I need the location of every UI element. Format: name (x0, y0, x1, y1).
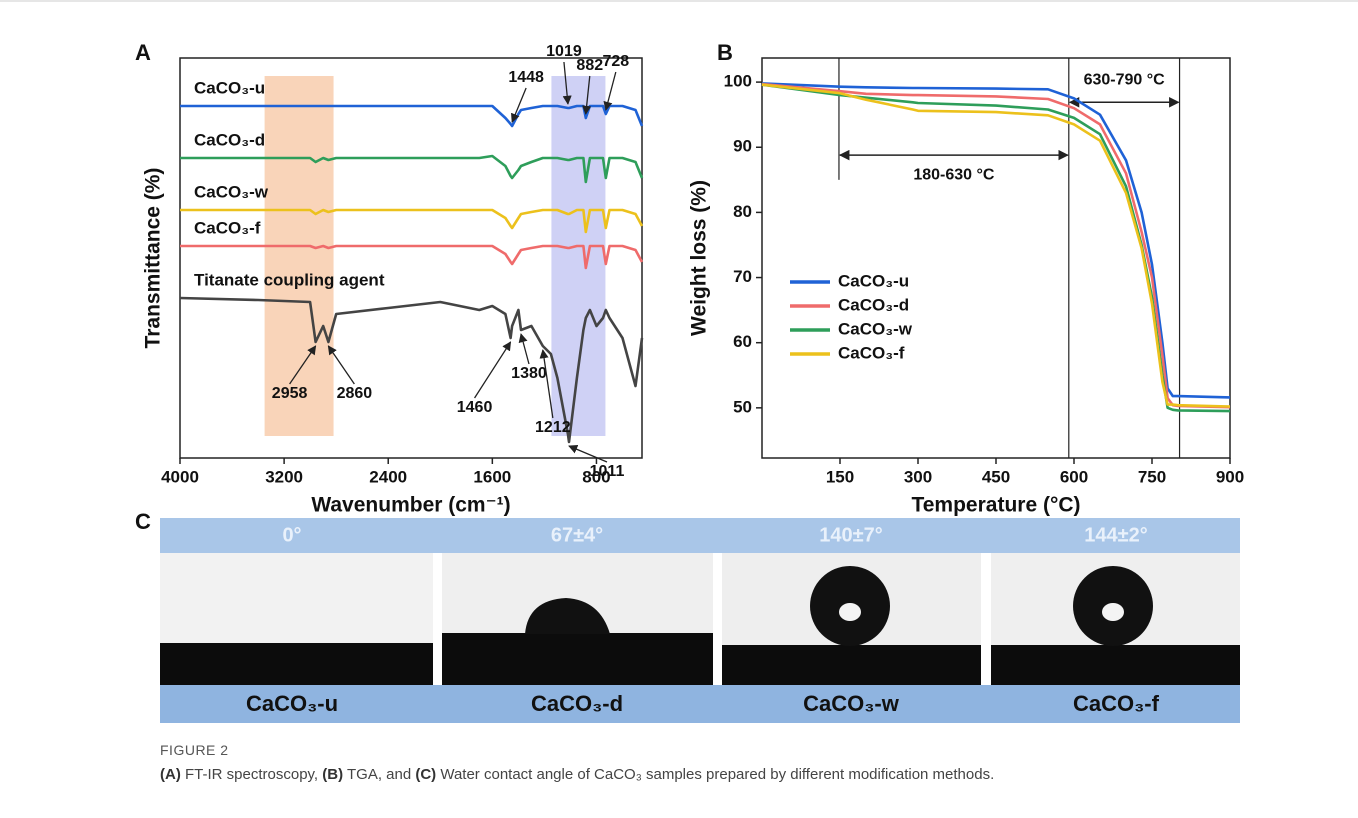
annotation-arrow (474, 341, 512, 399)
annotation-label: 882 (576, 57, 603, 74)
series-label: CaCO₃-d (194, 130, 265, 149)
series-line (179, 296, 644, 444)
caption-bold: (C) (415, 766, 437, 783)
annotation-arrow (327, 345, 355, 385)
y-tick-label: 50 (733, 397, 752, 416)
x-tick-label: 600 (1060, 467, 1088, 486)
x-tick-label: 800 (582, 467, 610, 486)
annotation-arrow (582, 75, 592, 115)
series-label: CaCO₃-f (194, 218, 261, 237)
sample-label: CaCO₃-f (1073, 691, 1160, 716)
series-line (761, 82, 1231, 409)
panel-letter: A (135, 40, 151, 65)
series-line (761, 83, 1231, 413)
annotation-label: 2958 (272, 385, 308, 402)
y-tick-label: 60 (733, 332, 752, 351)
contact-angle: 140±7° (819, 524, 882, 546)
x-tick-label: 4000 (161, 467, 199, 486)
x-tick-label: 150 (826, 467, 854, 486)
range-label: 180-630 °C (913, 166, 995, 183)
y-axis-label: Weight loss (%) (688, 180, 711, 336)
highlight-band (264, 76, 334, 436)
droplet-highlight (1102, 603, 1124, 621)
annotation-arrow (289, 345, 317, 385)
legend-label: CaCO₃-d (838, 295, 909, 314)
caption-part: TGA, and (343, 766, 416, 783)
series-line (761, 83, 1231, 408)
panel-letter: B (717, 40, 733, 65)
x-tick-label: 300 (904, 467, 932, 486)
annotation-label: 728 (602, 53, 629, 70)
panel-c: C 0° 67±4° 140±7° 144±2° CaCO₃-u CaCO₃-d CaCO₃-… (135, 509, 1240, 723)
annotation-arrow (539, 349, 554, 419)
plot-frame (761, 57, 1231, 459)
y-axis-label: Transmittance (%) (142, 168, 165, 349)
x-tick-label: 3200 (265, 467, 303, 486)
figure: C 0° 67±4° 140±7° 144±2° CaCO₃-u CaCO₃-d CaCO₃-… (0, 0, 1358, 723)
sample-label: CaCO₃-w (803, 691, 900, 716)
series-label: CaCO₃-u (194, 78, 265, 97)
x-axis-label: Wavenumber (cm⁻¹) (311, 494, 510, 517)
caption: FIGURE 2 (A) FT-IR spectroscopy, (B) TGA… (160, 742, 1310, 783)
y-tick-label: 80 (733, 202, 752, 221)
droplet (525, 598, 610, 634)
caption-bold: (A) (160, 766, 181, 783)
legend-label: CaCO₃-w (838, 319, 913, 338)
contact-angle: 67±4° (551, 524, 603, 546)
annotation-label: 2860 (337, 385, 373, 402)
annotation-label: 1460 (457, 399, 493, 416)
annotation-label: 1448 (508, 69, 544, 86)
caption-bold: (B) (322, 766, 344, 783)
series-line (180, 244, 644, 270)
y-tick-label: 70 (733, 267, 752, 286)
series-line (761, 82, 1231, 399)
series-label: Titanate coupling agent (194, 270, 385, 289)
contact-angle: 0° (282, 524, 301, 546)
caption-part: Water contact angle of CaCO₃ samples pre… (436, 766, 995, 783)
series-line (180, 208, 644, 234)
substrate (442, 633, 713, 685)
y-tick-label: 90 (733, 137, 752, 156)
annotation-label: 1212 (535, 419, 571, 436)
droplet-highlight (839, 603, 861, 621)
angle-bar (160, 518, 1240, 553)
sample-label: CaCO₃-d (531, 691, 623, 716)
series-line (180, 104, 644, 128)
substrate (722, 645, 981, 685)
figure-label: FIGURE 2 (160, 742, 229, 758)
annotation-arrow (518, 333, 530, 365)
plot-frame (179, 57, 643, 459)
x-tick-label: 900 (1216, 467, 1244, 486)
annotation-arrow (603, 71, 617, 111)
sample-bar (160, 685, 1240, 723)
x-tick-label: 750 (1138, 467, 1166, 486)
caption-text: (A) FT-IR spectroscopy, (B) TGA, and (C)… (160, 766, 1310, 783)
series-line (180, 154, 644, 184)
substrate (991, 645, 1240, 685)
x-tick-label: 1600 (473, 467, 511, 486)
series-label: CaCO₃-w (194, 182, 269, 201)
annotation-label: 1380 (511, 365, 547, 382)
legend-label: CaCO₃-f (838, 343, 905, 362)
panel-letter: C (135, 509, 151, 534)
sample-label: CaCO₃-u (246, 691, 338, 716)
highlight-band (551, 76, 606, 436)
legend-label: CaCO₃-u (838, 271, 909, 290)
annotation-label: 1019 (546, 43, 582, 60)
range-label: 630-790 °C (1084, 72, 1166, 89)
caption-part: FT-IR spectroscopy, (180, 766, 323, 783)
x-axis-label: Temperature (°C) (911, 494, 1080, 517)
annotation-label: 1011 (590, 463, 625, 480)
annotation-arrow (568, 444, 608, 463)
substrate (160, 643, 433, 685)
y-tick-label: 100 (724, 72, 752, 91)
annotation-arrow (562, 61, 572, 105)
x-tick-label: 450 (982, 467, 1010, 486)
contact-angle: 144±2° (1084, 524, 1147, 546)
annotation-arrow (511, 87, 527, 123)
x-tick-label: 2400 (369, 467, 407, 486)
